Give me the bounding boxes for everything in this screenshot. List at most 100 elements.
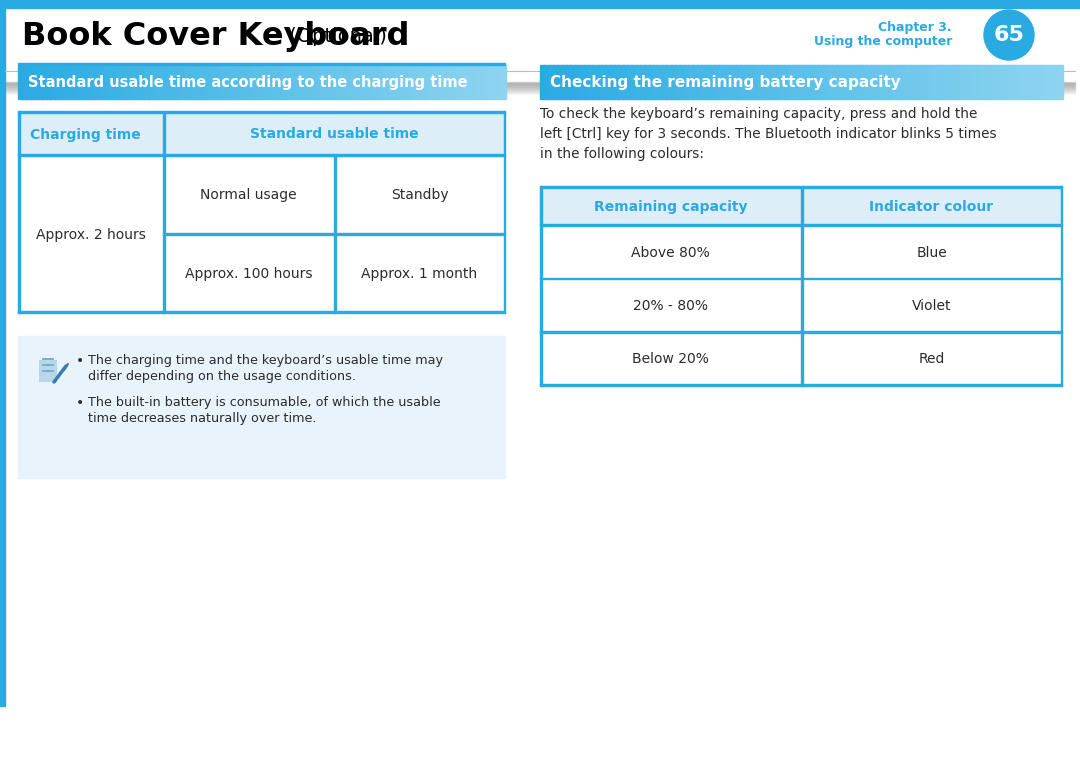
Bar: [342, 65, 348, 99]
Bar: [273, 65, 279, 99]
Bar: [540, 331, 1062, 332]
Bar: [42, 370, 54, 372]
Bar: [570, 65, 576, 99]
Bar: [609, 65, 615, 99]
Bar: [152, 65, 157, 99]
Bar: [460, 65, 465, 99]
Bar: [801, 188, 802, 226]
Bar: [701, 65, 706, 99]
Bar: [5, 87, 1075, 88]
Bar: [632, 65, 637, 99]
Bar: [148, 65, 153, 99]
Bar: [784, 65, 789, 99]
Bar: [278, 65, 283, 99]
Bar: [163, 156, 164, 313]
Bar: [600, 65, 606, 99]
Bar: [892, 65, 897, 99]
Bar: [347, 65, 352, 99]
Bar: [766, 65, 771, 99]
Bar: [723, 65, 728, 99]
Bar: [810, 65, 815, 99]
Bar: [156, 65, 161, 99]
Bar: [229, 65, 234, 99]
Bar: [1036, 65, 1041, 99]
Bar: [440, 65, 445, 99]
Bar: [735, 65, 741, 99]
Bar: [853, 65, 859, 99]
Text: Above 80%: Above 80%: [631, 246, 710, 260]
Bar: [801, 226, 802, 386]
Bar: [936, 65, 941, 99]
Text: The charging time and the keyboard’s usable time may: The charging time and the keyboard’s usa…: [87, 354, 443, 367]
Bar: [875, 65, 880, 99]
Text: Book Cover Keyboard: Book Cover Keyboard: [22, 21, 409, 51]
Bar: [420, 65, 424, 99]
Bar: [679, 65, 685, 99]
Bar: [757, 65, 762, 99]
Bar: [1049, 65, 1054, 99]
Bar: [975, 65, 981, 99]
Bar: [692, 65, 698, 99]
Bar: [310, 65, 315, 99]
Bar: [888, 65, 893, 99]
Text: Below 20%: Below 20%: [632, 352, 708, 366]
Bar: [5, 88, 1075, 89]
Bar: [819, 65, 824, 99]
Bar: [931, 65, 936, 99]
Bar: [363, 65, 368, 99]
Bar: [671, 65, 676, 99]
Bar: [79, 65, 84, 99]
Text: Violet: Violet: [912, 299, 951, 313]
Bar: [540, 384, 1062, 386]
Bar: [5, 85, 1075, 86]
Bar: [160, 65, 165, 99]
Text: The built-in battery is consumable, of which the usable: The built-in battery is consumable, of w…: [87, 396, 441, 409]
Bar: [205, 65, 210, 99]
Bar: [858, 65, 863, 99]
Bar: [503, 111, 505, 313]
Bar: [334, 156, 336, 313]
Bar: [5, 82, 1075, 83]
Bar: [22, 65, 27, 99]
Bar: [163, 113, 164, 156]
Bar: [270, 65, 274, 99]
Bar: [282, 65, 287, 99]
Bar: [797, 65, 802, 99]
Bar: [185, 65, 189, 99]
Text: Chapter 3.: Chapter 3.: [878, 21, 951, 34]
Bar: [605, 65, 610, 99]
Text: Remaining capacity: Remaining capacity: [594, 200, 747, 214]
Bar: [87, 65, 92, 99]
Bar: [51, 65, 55, 99]
Bar: [501, 65, 507, 99]
Text: Approx. 1 month: Approx. 1 month: [362, 267, 477, 281]
Bar: [1018, 65, 1024, 99]
Bar: [5, 93, 1075, 94]
Bar: [775, 65, 780, 99]
Bar: [623, 65, 627, 99]
Circle shape: [984, 10, 1034, 60]
Bar: [83, 65, 87, 99]
Bar: [914, 65, 919, 99]
Bar: [575, 65, 580, 99]
Bar: [473, 65, 477, 99]
Bar: [71, 65, 76, 99]
Bar: [5, 89, 1075, 90]
Bar: [326, 65, 332, 99]
Bar: [984, 65, 989, 99]
Bar: [971, 65, 976, 99]
Bar: [428, 65, 433, 99]
Bar: [618, 65, 623, 99]
Bar: [941, 65, 946, 99]
Bar: [294, 65, 299, 99]
Bar: [453, 65, 457, 99]
Bar: [5, 86, 1075, 87]
Bar: [95, 65, 100, 99]
Bar: [298, 65, 303, 99]
Text: Blue: Blue: [916, 246, 947, 260]
Bar: [5, 90, 1075, 91]
Bar: [42, 364, 54, 366]
Bar: [18, 311, 505, 313]
Bar: [289, 65, 295, 99]
Bar: [540, 188, 1062, 226]
